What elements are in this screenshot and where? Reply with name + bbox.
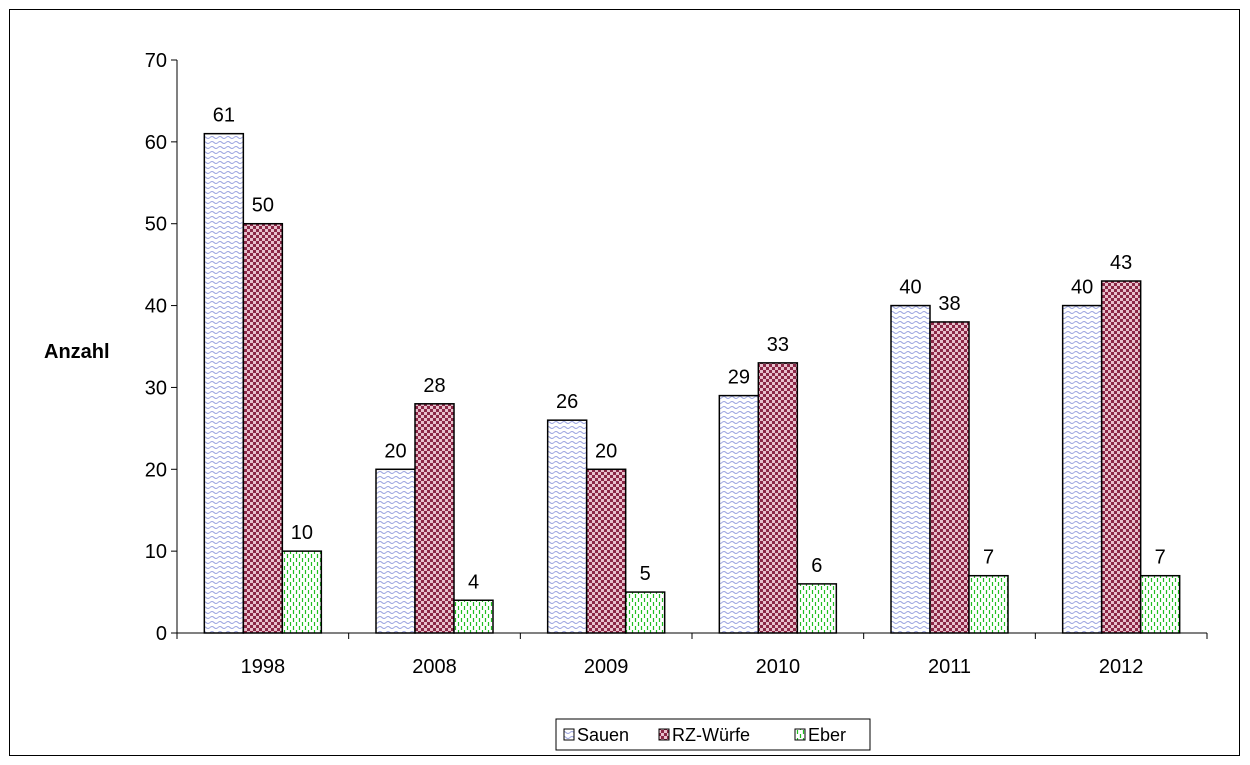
legend-swatch xyxy=(794,728,806,741)
data-label: 43 xyxy=(1110,252,1132,274)
legend-label: Eber xyxy=(808,725,846,745)
y-tick-label: 50 xyxy=(145,214,167,236)
data-label: 50 xyxy=(252,195,274,217)
data-label: 38 xyxy=(938,293,960,315)
bar xyxy=(585,468,627,634)
data-label: 6 xyxy=(811,555,822,577)
x-axis: 1998 2008 2009 2010 2011 2012 xyxy=(176,632,1208,678)
bar xyxy=(624,591,666,634)
x-tick-label: 2008 xyxy=(412,656,457,678)
data-label: 33 xyxy=(767,334,789,356)
data-label: 7 xyxy=(1155,547,1166,569)
bar xyxy=(890,304,931,634)
y-tick-label: 20 xyxy=(145,459,167,481)
chart-frame: Anzahl 0 10 20 30 40 50 60 70 1998 2008 2009 2010 2… xyxy=(9,9,1240,756)
y-axis-label: Anzahl xyxy=(44,341,110,363)
bar xyxy=(281,550,323,634)
data-label: 61 xyxy=(213,105,235,127)
data-label: 40 xyxy=(899,277,921,299)
bar xyxy=(968,574,1009,634)
legend-swatch xyxy=(563,728,575,741)
data-label: 4 xyxy=(468,571,479,593)
data-label: 20 xyxy=(384,440,406,462)
legend-label: Sauen xyxy=(577,725,629,745)
bar xyxy=(929,321,970,634)
legend: Sauen RZ-Würfe Eber xyxy=(555,718,871,751)
legend-swatch xyxy=(658,728,670,741)
bar xyxy=(242,222,284,634)
data-label: 10 xyxy=(291,522,313,544)
data-label: 29 xyxy=(728,367,750,389)
y-tick-label: 40 xyxy=(145,296,167,318)
bar xyxy=(546,419,588,634)
data-label: 26 xyxy=(556,391,578,413)
bar xyxy=(1139,574,1181,634)
bar xyxy=(1061,304,1103,634)
data-label: 40 xyxy=(1071,277,1093,299)
legend-label: RZ-Würfe xyxy=(672,725,750,745)
bar xyxy=(757,362,799,634)
bar xyxy=(453,599,494,634)
y-tick-label: 70 xyxy=(145,50,167,72)
y-axis: 0 10 20 30 40 50 60 70 xyxy=(145,50,178,645)
x-tick-label: 2012 xyxy=(1099,656,1144,678)
bars xyxy=(203,132,1181,634)
x-tick-label: 2010 xyxy=(756,656,801,678)
data-label: 28 xyxy=(423,375,445,397)
y-tick-label: 30 xyxy=(145,377,167,399)
x-tick-label: 1998 xyxy=(241,656,286,678)
y-tick-label: 0 xyxy=(156,623,167,645)
bar xyxy=(718,394,760,634)
data-label: 20 xyxy=(595,440,617,462)
legend-box xyxy=(555,718,871,751)
data-label: 5 xyxy=(640,563,651,585)
y-tick-label: 10 xyxy=(145,541,167,563)
data-labels: 61 20 26 29 40 40 50 28 20 33 38 43 10 4 5 6 7 7 xyxy=(213,105,1166,594)
bar xyxy=(414,403,455,634)
y-tick-label: 60 xyxy=(145,132,167,154)
x-tick-label: 2009 xyxy=(584,656,629,678)
bar xyxy=(796,583,838,634)
data-label: 7 xyxy=(983,547,994,569)
x-tick-label: 2011 xyxy=(928,656,971,678)
bar xyxy=(1100,280,1142,634)
bar xyxy=(375,468,416,634)
bar xyxy=(203,132,245,634)
